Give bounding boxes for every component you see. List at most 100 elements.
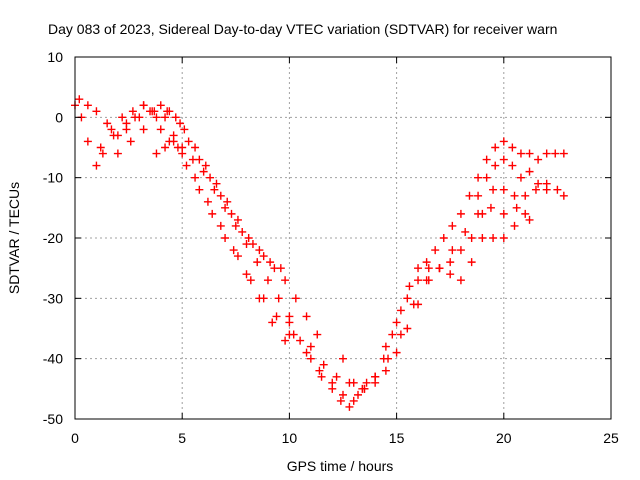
series-track-2 xyxy=(75,95,294,339)
data-point xyxy=(195,185,204,194)
data-point xyxy=(339,354,347,363)
data-point xyxy=(302,312,311,321)
data-point xyxy=(184,137,193,146)
series-track-5 xyxy=(152,137,294,321)
data-point xyxy=(317,372,326,381)
x-tick-label: 15 xyxy=(389,430,405,446)
series-track-9 xyxy=(339,209,530,393)
data-point xyxy=(233,252,242,261)
data-series xyxy=(71,95,568,411)
data-point xyxy=(456,209,465,218)
data-point xyxy=(405,282,414,291)
y-tick-label: 0 xyxy=(55,109,63,125)
data-point xyxy=(542,185,551,194)
data-point xyxy=(266,258,275,267)
data-point xyxy=(126,137,135,146)
data-point xyxy=(201,161,210,170)
data-point xyxy=(182,161,191,170)
data-point xyxy=(456,276,465,285)
data-point xyxy=(146,107,155,116)
data-point xyxy=(534,179,543,188)
data-point xyxy=(188,155,197,164)
data-point xyxy=(291,294,300,303)
data-point xyxy=(474,209,483,218)
data-point xyxy=(403,324,412,333)
data-point xyxy=(349,396,358,405)
data-point xyxy=(216,221,225,230)
x-tick-label: 20 xyxy=(496,430,512,446)
data-point xyxy=(491,161,500,170)
data-point xyxy=(139,125,148,134)
data-point xyxy=(508,161,517,170)
data-point xyxy=(534,155,543,164)
data-point xyxy=(233,215,242,224)
data-point xyxy=(422,258,431,267)
data-point xyxy=(128,107,137,116)
data-point xyxy=(253,258,262,267)
data-point xyxy=(474,173,483,182)
data-point xyxy=(107,125,116,134)
data-point xyxy=(152,113,161,122)
y-tick-label: -40 xyxy=(43,351,63,367)
data-point xyxy=(339,390,347,399)
data-point xyxy=(242,240,251,249)
data-point xyxy=(414,276,423,285)
data-point xyxy=(242,270,251,279)
data-point xyxy=(296,336,305,345)
data-point xyxy=(83,137,92,146)
data-point xyxy=(231,221,240,230)
data-point xyxy=(345,402,354,411)
data-point xyxy=(83,101,92,110)
data-point xyxy=(302,348,311,357)
data-point xyxy=(263,276,272,285)
data-point xyxy=(467,258,476,267)
data-point xyxy=(362,378,371,387)
data-point xyxy=(191,173,200,182)
data-point xyxy=(422,276,431,285)
data-point xyxy=(161,113,170,122)
y-tick-label: 10 xyxy=(47,49,63,65)
data-point xyxy=(227,209,236,218)
data-point xyxy=(306,342,315,351)
data-point xyxy=(259,294,268,303)
data-point xyxy=(474,191,483,200)
data-point xyxy=(525,215,534,224)
data-point xyxy=(169,137,178,146)
data-point xyxy=(178,143,187,152)
y-tick-label: -50 xyxy=(43,411,63,427)
y-tick-label: -30 xyxy=(43,290,63,306)
data-point xyxy=(259,252,268,261)
data-point xyxy=(489,234,498,242)
data-point xyxy=(396,306,405,315)
x-tick-label: 10 xyxy=(282,430,298,446)
data-point xyxy=(163,107,172,116)
data-point xyxy=(531,185,540,194)
data-point xyxy=(499,209,508,218)
data-point xyxy=(559,191,568,200)
data-point xyxy=(191,143,200,152)
data-point xyxy=(516,149,525,158)
data-point xyxy=(525,167,534,176)
data-point xyxy=(448,221,457,230)
data-point xyxy=(521,191,530,200)
data-point xyxy=(244,234,253,242)
x-axis-label: GPS time / hours xyxy=(287,458,394,474)
data-point xyxy=(482,155,491,164)
data-point xyxy=(313,330,322,339)
data-point xyxy=(388,330,397,339)
data-point xyxy=(118,113,127,122)
data-point xyxy=(289,330,298,339)
data-point xyxy=(75,95,84,104)
data-point xyxy=(161,143,170,152)
data-point xyxy=(274,294,283,303)
data-point xyxy=(103,119,112,128)
x-tick-label: 25 xyxy=(603,430,619,446)
data-point xyxy=(315,366,324,375)
data-point xyxy=(521,209,530,218)
x-axis: 0 5 10 15 20 25 xyxy=(71,57,619,446)
data-point xyxy=(92,161,101,170)
data-point xyxy=(281,336,290,345)
data-point xyxy=(171,113,180,122)
y-tick-label: -20 xyxy=(43,230,63,246)
